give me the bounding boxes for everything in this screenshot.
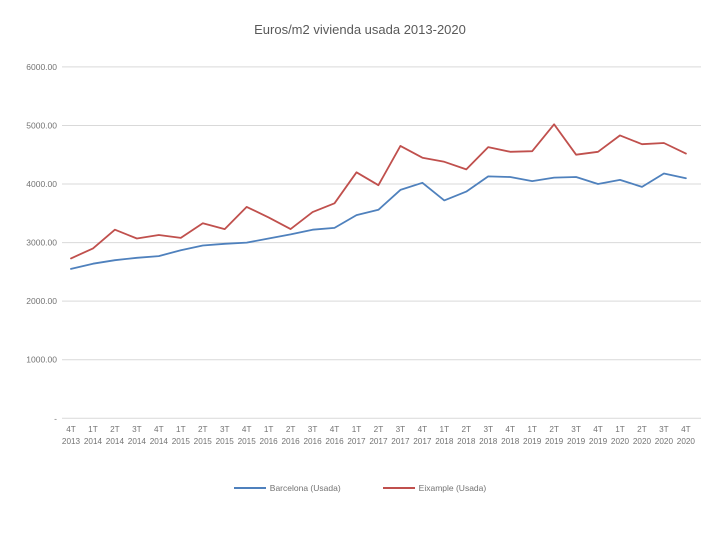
legend-label-barcelona: Barcelona (Usada) <box>269 483 341 493</box>
svg-text:2015: 2015 <box>194 437 213 446</box>
svg-text:2014: 2014 <box>84 437 103 446</box>
svg-text:2T: 2T <box>286 425 296 434</box>
svg-text:2T: 2T <box>637 425 647 434</box>
svg-text:2014: 2014 <box>106 437 125 446</box>
svg-text:2014: 2014 <box>150 437 169 446</box>
series-line-0 <box>70 172 687 270</box>
svg-text:5000.00: 5000.00 <box>26 120 57 130</box>
svg-text:4T: 4T <box>154 425 164 434</box>
svg-text:4T: 4T <box>330 425 340 434</box>
svg-text:3000.00: 3000.00 <box>26 238 57 248</box>
svg-text:2016: 2016 <box>281 437 300 446</box>
svg-text:3T: 3T <box>132 425 142 434</box>
svg-text:4T: 4T <box>505 425 515 434</box>
svg-text:3T: 3T <box>308 425 318 434</box>
svg-text:2017: 2017 <box>347 437 366 446</box>
svg-text:2T: 2T <box>374 425 384 434</box>
svg-text:4T: 4T <box>66 425 76 434</box>
svg-text:2015: 2015 <box>216 437 235 446</box>
x-axis-tick-labels: 4T 2013 1T 2014 2T 2014 3T 2014 4T 2014 1T 2015 2T 20… <box>62 425 696 446</box>
svg-text:3T: 3T <box>483 425 493 434</box>
barcelona-line-swatch <box>233 487 266 489</box>
svg-text:2020: 2020 <box>633 437 652 446</box>
eixample-line-swatch <box>382 487 415 489</box>
svg-text:2016: 2016 <box>325 437 344 446</box>
y-axis-tick-labels: - 1000.00 2000.00 3000.00 4000.00 5000.00 6000… <box>26 62 57 423</box>
svg-text:2017: 2017 <box>413 437 432 446</box>
svg-text:3T: 3T <box>571 425 581 434</box>
svg-text:2020: 2020 <box>677 437 696 446</box>
svg-text:1T: 1T <box>615 425 625 434</box>
svg-text:2017: 2017 <box>391 437 410 446</box>
svg-text:4000.00: 4000.00 <box>26 179 57 189</box>
svg-text:-: - <box>54 413 57 423</box>
svg-text:2018: 2018 <box>501 437 520 446</box>
svg-text:2020: 2020 <box>655 437 674 446</box>
svg-text:3T: 3T <box>659 425 669 434</box>
svg-text:2018: 2018 <box>435 437 454 446</box>
svg-text:2013: 2013 <box>62 437 81 446</box>
svg-text:2018: 2018 <box>457 437 476 446</box>
svg-text:2018: 2018 <box>479 437 498 446</box>
legend-item-eixample: Eixample (Usada) <box>382 483 487 493</box>
svg-text:1T: 1T <box>440 425 450 434</box>
svg-text:1T: 1T <box>352 425 362 434</box>
svg-text:2017: 2017 <box>369 437 388 446</box>
svg-text:2015: 2015 <box>238 437 257 446</box>
svg-text:2000.00: 2000.00 <box>26 296 57 306</box>
gridlines <box>62 66 701 419</box>
svg-text:2020: 2020 <box>611 437 630 446</box>
svg-text:2014: 2014 <box>128 437 147 446</box>
svg-text:4T: 4T <box>593 425 603 434</box>
svg-text:2019: 2019 <box>545 437 564 446</box>
svg-text:2016: 2016 <box>303 437 322 446</box>
svg-text:1T: 1T <box>264 425 274 434</box>
svg-text:3T: 3T <box>396 425 406 434</box>
svg-text:1T: 1T <box>88 425 98 434</box>
svg-text:2019: 2019 <box>567 437 586 446</box>
legend-item-barcelona: Barcelona (Usada) <box>233 483 341 493</box>
svg-text:2015: 2015 <box>172 437 191 446</box>
svg-text:2T: 2T <box>198 425 208 434</box>
svg-text:4T: 4T <box>242 425 252 434</box>
svg-text:4T: 4T <box>681 425 691 434</box>
data-series-lines <box>70 123 687 270</box>
svg-text:1T: 1T <box>176 425 186 434</box>
svg-text:2019: 2019 <box>589 437 608 446</box>
legend-label-eixample: Eixample (Usada) <box>418 483 487 493</box>
svg-text:6000.00: 6000.00 <box>26 62 57 72</box>
svg-text:2016: 2016 <box>260 437 279 446</box>
svg-text:2T: 2T <box>110 425 120 434</box>
svg-text:1000.00: 1000.00 <box>26 355 57 365</box>
svg-text:2019: 2019 <box>523 437 542 446</box>
series-line-1 <box>70 123 687 260</box>
svg-text:4T: 4T <box>418 425 428 434</box>
svg-text:1T: 1T <box>527 425 537 434</box>
svg-text:3T: 3T <box>220 425 230 434</box>
svg-text:2T: 2T <box>461 425 471 434</box>
chart-title: Euros/m2 vivienda usada 2013-2020 <box>254 22 466 37</box>
svg-text:2T: 2T <box>549 425 559 434</box>
chart-legend: Barcelona (Usada) Eixample (Usada) <box>0 483 720 493</box>
